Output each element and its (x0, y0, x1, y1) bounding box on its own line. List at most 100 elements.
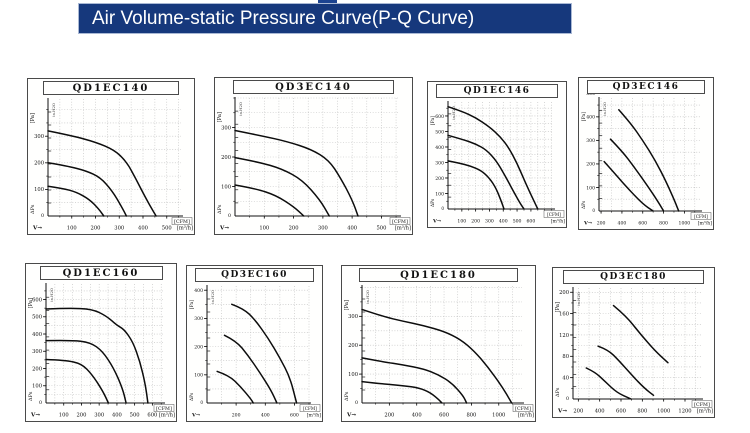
svg-text:400: 400 (347, 226, 357, 232)
chart-qd3ec180: QD3EC180 40 80 120 160 200 in.H2O 200 400 600 800… (552, 267, 715, 418)
svg-text:[m³/h]: [m³/h] (697, 409, 713, 415)
svg-text:[m³/h]: [m³/h] (698, 221, 712, 227)
svg-text:in.H2O: in.H2O (210, 290, 215, 304)
svg-text:200: 200 (348, 343, 358, 349)
svg-text:[CFM]: [CFM] (392, 219, 408, 225)
svg-text:[CFM]: [CFM] (547, 212, 561, 217)
svg-text:100: 100 (457, 219, 466, 225)
svg-text:in.H2O: in.H2O (51, 103, 56, 117)
svg-text:120: 120 (559, 333, 569, 339)
svg-text:[m³/h]: [m³/h] (551, 219, 565, 225)
svg-text:100: 100 (348, 372, 358, 378)
svg-text:400: 400 (595, 409, 605, 415)
svg-text:[CFM]: [CFM] (303, 406, 317, 411)
svg-text:[m³/h]: [m³/h] (159, 413, 175, 419)
svg-text:300: 300 (586, 138, 595, 144)
svg-text:300: 300 (94, 413, 104, 419)
svg-text:100: 100 (67, 226, 77, 232)
svg-text:300: 300 (194, 316, 203, 322)
svg-text:in.H2O: in.H2O (576, 292, 581, 306)
svg-text:[m³/h]: [m³/h] (395, 226, 411, 232)
svg-text:ΔPs: ΔPs (217, 204, 223, 214)
svg-text:[Pa]: [Pa] (430, 116, 436, 125)
svg-text:ΔPs: ΔPs (190, 392, 195, 401)
chart-title-qd1ec160: QD1EC160 (39, 266, 163, 280)
svg-text:500: 500 (32, 315, 42, 321)
svg-text:0: 0 (200, 400, 203, 405)
svg-text:300: 300 (318, 226, 328, 232)
svg-text:0: 0 (39, 400, 42, 406)
svg-text:ΔPs: ΔPs (30, 204, 36, 214)
svg-text:[Pa]: [Pa] (581, 112, 587, 121)
svg-text:100: 100 (34, 187, 44, 193)
svg-text:600: 600 (527, 219, 536, 225)
svg-text:200: 200 (435, 176, 444, 182)
page-title: Air Volume-static Pressure Curve(P-Q Cur… (92, 8, 475, 29)
page-title-banner: Air Volume-static Pressure Curve(P-Q Cur… (78, 3, 572, 34)
svg-text:0: 0 (228, 213, 231, 219)
svg-text:300: 300 (114, 226, 124, 232)
chart-title-qd1ec140: QD1EC140 (42, 81, 180, 95)
svg-text:100: 100 (259, 226, 269, 232)
svg-text:400: 400 (435, 145, 444, 151)
svg-text:500: 500 (435, 129, 444, 135)
chart-title-qd3ec180: QD3EC180 (562, 270, 705, 284)
svg-text:0: 0 (592, 208, 595, 213)
svg-text:200: 200 (559, 290, 569, 296)
chart-title-qd3ec160: QD3EC160 (195, 268, 314, 282)
svg-text:400: 400 (499, 219, 508, 225)
svg-text:ΔPs: ΔPs (582, 200, 587, 209)
svg-text:400: 400 (138, 226, 148, 232)
svg-text:500: 500 (162, 226, 172, 232)
svg-text:500: 500 (130, 413, 140, 419)
svg-text:160: 160 (559, 311, 569, 317)
svg-text:200: 200 (34, 161, 44, 167)
svg-text:[Pa]: [Pa] (28, 298, 34, 308)
svg-text:200: 200 (471, 219, 480, 225)
svg-text:V→: V→ (346, 413, 356, 419)
svg-text:200: 200 (232, 413, 241, 419)
chart-qd1ec146: QD1EC146 100 200 300 400 500 600 in.H2O 100 200 3… (427, 81, 567, 228)
svg-text:600: 600 (290, 413, 299, 419)
svg-text:300: 300 (34, 134, 44, 140)
svg-text:[m³/h]: [m³/h] (518, 413, 534, 419)
chart-qd3ec160: QD3EC160 100 200 300 400 in.H2O 200 400 600 [CFM… (186, 265, 323, 422)
svg-text:40: 40 (562, 375, 569, 381)
svg-text:1200: 1200 (678, 409, 691, 415)
svg-text:[Pa]: [Pa] (30, 113, 36, 123)
svg-text:100: 100 (221, 184, 231, 190)
svg-text:V→: V→ (557, 409, 567, 415)
svg-text:100: 100 (194, 373, 203, 379)
svg-text:1000: 1000 (657, 409, 670, 415)
svg-text:400: 400 (618, 221, 627, 227)
svg-text:0: 0 (41, 213, 44, 219)
svg-text:100: 100 (586, 185, 595, 191)
svg-text:100: 100 (435, 191, 444, 197)
svg-text:[CFM]: [CFM] (156, 406, 172, 412)
svg-text:500: 500 (376, 226, 386, 232)
pq-plot-qd3ec140: 100 200 300 in.H2O 100 200 300 400 500 [CFM][m³/h… (217, 97, 411, 232)
svg-text:200: 200 (194, 344, 203, 350)
svg-text:100: 100 (59, 413, 69, 419)
svg-text:800: 800 (637, 409, 647, 415)
chart-title-qd3ec140: QD3EC140 (232, 80, 395, 94)
svg-text:300: 300 (221, 125, 231, 131)
svg-text:[m³/h]: [m³/h] (177, 226, 193, 232)
svg-text:600: 600 (435, 114, 444, 120)
pq-plot-qd1ec146: 100 200 300 400 500 600 in.H2O 100 200 300 400 500 6… (430, 101, 565, 225)
svg-text:0: 0 (355, 400, 358, 406)
svg-text:500: 500 (586, 94, 595, 97)
chart-qd1ec160: QD1EC160 100 200 300 400 500 600 in.H2O 100 200 3… (25, 263, 177, 422)
chart-title-qd1ec180: QD1EC180 (359, 268, 518, 282)
chart-title-qd3ec146: QD3EC146 (587, 80, 705, 94)
chart-qd3ec140: QD3EC140 100 200 300 in.H2O 100 200 300 400 500 [… (214, 77, 413, 235)
svg-text:1000: 1000 (492, 413, 505, 419)
svg-text:ΔPs: ΔPs (344, 391, 350, 401)
svg-text:ΔPs: ΔPs (431, 198, 436, 207)
svg-text:400: 400 (194, 288, 203, 294)
svg-text:300: 300 (32, 349, 42, 355)
svg-text:400: 400 (261, 413, 270, 419)
svg-text:in.H2O: in.H2O (49, 288, 54, 302)
svg-text:1000: 1000 (679, 221, 691, 227)
